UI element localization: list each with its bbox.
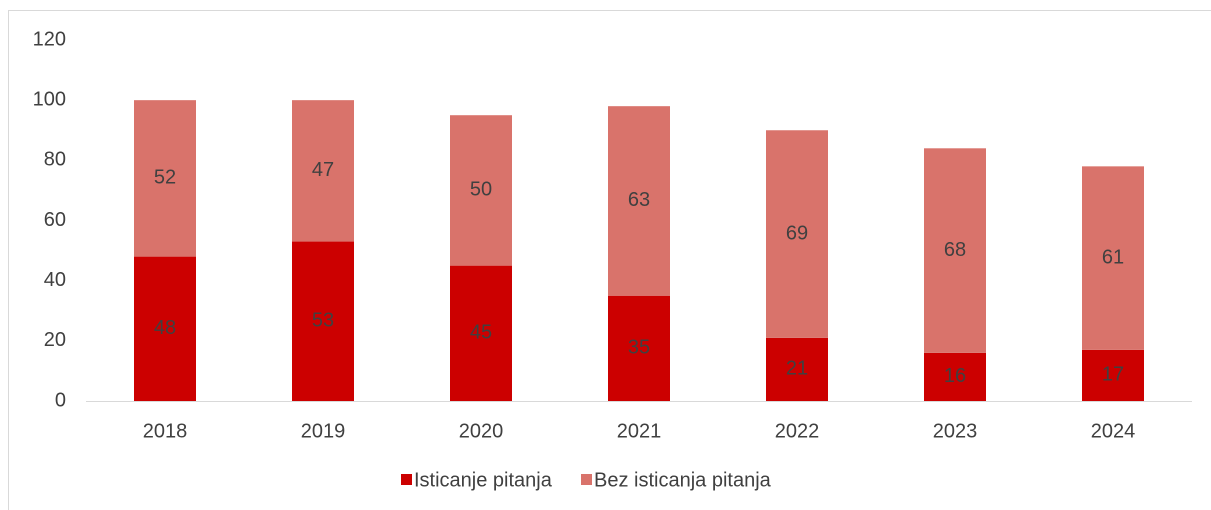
x-tick-label: 2021 (617, 420, 662, 442)
data-label: 53 (312, 310, 334, 332)
data-label: 50 (470, 179, 492, 201)
data-label: 69 (786, 222, 808, 244)
bar-segment (766, 130, 828, 338)
y-tick-label: 120 (33, 28, 66, 50)
data-label: 68 (944, 239, 966, 261)
bar-segment (450, 115, 512, 266)
bar-segment (608, 295, 670, 401)
y-tick-label: 80 (44, 149, 66, 171)
x-tick-label: 2022 (775, 420, 820, 442)
data-label: 35 (628, 337, 650, 359)
data-label: 21 (786, 358, 808, 380)
data-label: 63 (628, 189, 650, 211)
data-label: 17 (1102, 364, 1124, 386)
bar-segment (134, 256, 196, 401)
legend-swatch (581, 474, 592, 485)
bar-segment (924, 148, 986, 353)
y-tick-label: 60 (44, 209, 66, 231)
bar-segment (766, 337, 828, 401)
legend-label: Bez isticanja pitanja (594, 469, 772, 491)
data-label: 16 (944, 365, 966, 387)
y-tick-label: 40 (44, 269, 66, 291)
bar-segment (608, 106, 670, 296)
data-label: 52 (154, 167, 176, 189)
x-tick-label: 2023 (933, 420, 978, 442)
legend-swatch (401, 474, 412, 485)
data-label: 47 (312, 159, 334, 181)
data-label: 48 (154, 317, 176, 339)
bar-segment (1082, 349, 1144, 401)
x-tick-label: 2019 (301, 420, 346, 442)
legend-label: Isticanje pitanja (414, 469, 553, 491)
x-tick-label: 2018 (143, 420, 188, 442)
x-tick-label: 2020 (459, 420, 504, 442)
x-tick-label: 2024 (1091, 420, 1136, 442)
data-label: 45 (470, 322, 492, 344)
y-tick-label: 20 (44, 329, 66, 351)
y-tick-label: 0 (55, 389, 66, 411)
bar-segment (292, 100, 354, 242)
bar-segment (134, 100, 196, 257)
data-label: 61 (1102, 246, 1124, 268)
bar-segment (1082, 166, 1144, 350)
bar-segment (292, 241, 354, 401)
bar-segment (924, 352, 986, 401)
bar-segment (450, 265, 512, 401)
y-tick-label: 100 (33, 88, 66, 110)
